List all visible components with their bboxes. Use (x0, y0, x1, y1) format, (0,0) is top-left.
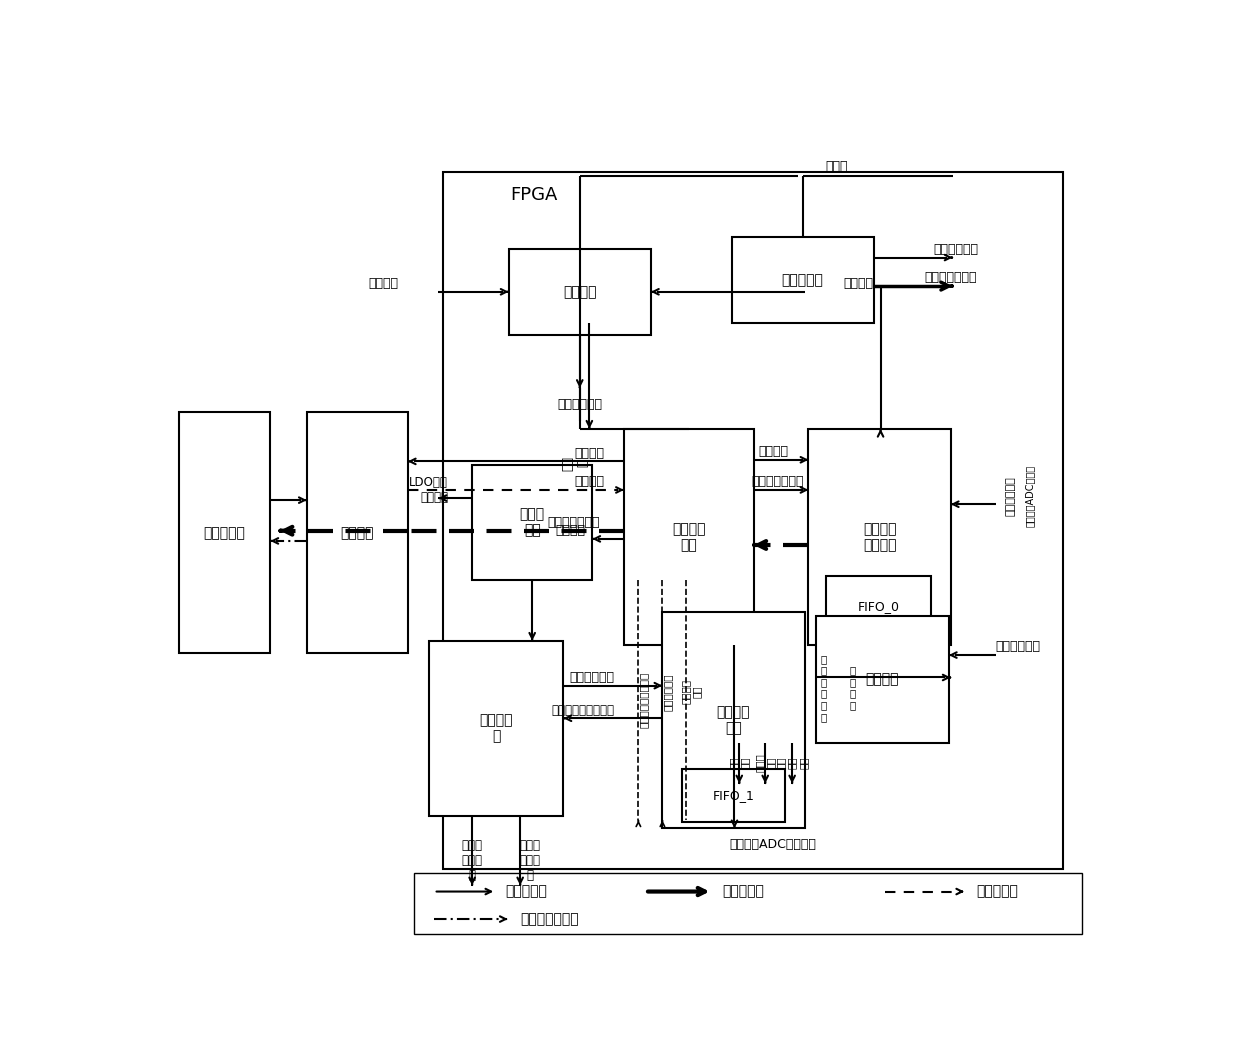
Text: 总线数据流: 总线数据流 (722, 884, 764, 898)
Bar (306, 413, 408, 653)
Text: 触发
计数: 触发 计数 (728, 757, 750, 770)
Text: 状态监测ADC控制信号: 状态监测ADC控制信号 (729, 838, 816, 851)
Text: 场电压
升降控
制: 场电压 升降控 制 (461, 840, 482, 882)
Text: 软件复位: 软件复位 (843, 277, 873, 290)
Text: 多路温度数据: 多路温度数据 (569, 671, 614, 684)
Bar (816, 616, 949, 742)
Text: 通信运行
状态: 通信运行 状态 (681, 679, 702, 704)
Text: 多路触发输入: 多路触发输入 (996, 641, 1040, 653)
Text: 系统复位信号: 系统复位信号 (557, 398, 603, 411)
Text: 有效
触发
计数: 有效 触发 计数 (775, 757, 808, 770)
Bar (414, 874, 1083, 934)
Bar (682, 769, 785, 822)
Text: 复位处理: 复位处理 (563, 285, 596, 300)
Text: 遥测参数可读标志位: 遥测参数可读标志位 (552, 703, 614, 717)
Text: 假触发
标量: 假触发 标量 (754, 754, 776, 772)
Text: 触发判选: 触发判选 (866, 672, 899, 686)
Text: FIFO_0: FIFO_0 (858, 599, 900, 613)
Text: 原始科学数据: 原始科学数据 (1006, 477, 1016, 516)
Text: LDO断电
控制信号: LDO断电 控制信号 (409, 475, 448, 504)
Bar (826, 576, 931, 636)
Text: 触发阈值配置: 触发阈值配置 (662, 674, 672, 711)
Text: 指令控制流: 指令控制流 (506, 884, 548, 898)
Text: 自守时功能: 自守时功能 (781, 273, 823, 287)
Text: 探测器输入信号: 探测器输入信号 (521, 912, 579, 926)
Text: 通信主控
制器: 通信主控 制器 (672, 522, 706, 552)
Text: 科学数据应答包: 科学数据应答包 (547, 516, 600, 530)
Text: 科学数据
生成处理: 科学数据 生成处理 (863, 522, 897, 552)
Bar (624, 429, 754, 645)
Text: 时间
码: 时间 码 (560, 456, 589, 471)
Text: 高压开关: 高压开关 (556, 524, 585, 537)
Text: FIFO_1: FIFO_1 (713, 789, 754, 802)
Text: 载荷控制器: 载荷控制器 (203, 525, 246, 540)
Text: 时间戳: 时间戳 (825, 160, 848, 173)
Text: 高压场控
制: 高压场控 制 (480, 714, 513, 743)
Text: 触
发
脉
冲
累
计: 触 发 脉 冲 累 计 (821, 653, 827, 721)
Text: 应答指令: 应答指令 (575, 475, 605, 488)
Text: 应答指令流: 应答指令流 (977, 884, 1018, 898)
Text: 控制或配置参数: 控制或配置参数 (925, 271, 977, 285)
Text: 触
发
脉
冲: 触 发 脉 冲 (849, 665, 856, 711)
Text: 工程值配置参数送工: 工程值配置参数送工 (639, 671, 649, 728)
Text: FPGA: FPGA (511, 185, 558, 203)
Text: 通信接口: 通信接口 (341, 525, 374, 540)
Text: 硬件复位: 硬件复位 (368, 277, 398, 290)
Text: 防闩锁
控制: 防闩锁 控制 (520, 507, 544, 538)
Text: 运行状态
监测: 运行状态 监测 (717, 705, 750, 735)
Bar (472, 466, 593, 579)
Text: 配置参数: 配置参数 (758, 445, 787, 459)
Bar (732, 237, 874, 323)
Bar (808, 429, 951, 645)
Text: 自动标定使能: 自动标定使能 (932, 243, 978, 256)
Bar (429, 641, 563, 816)
Bar (179, 413, 270, 653)
Text: 场电压
增益调
节: 场电压 增益调 节 (520, 840, 541, 882)
Text: 科学数据读使能: 科学数据读使能 (751, 475, 804, 488)
Bar (444, 172, 1063, 869)
Text: （来自于ADC电路）: （来自于ADC电路） (1024, 465, 1034, 527)
Text: 接收指令: 接收指令 (575, 447, 605, 460)
Bar (662, 612, 805, 828)
Bar (508, 250, 651, 335)
